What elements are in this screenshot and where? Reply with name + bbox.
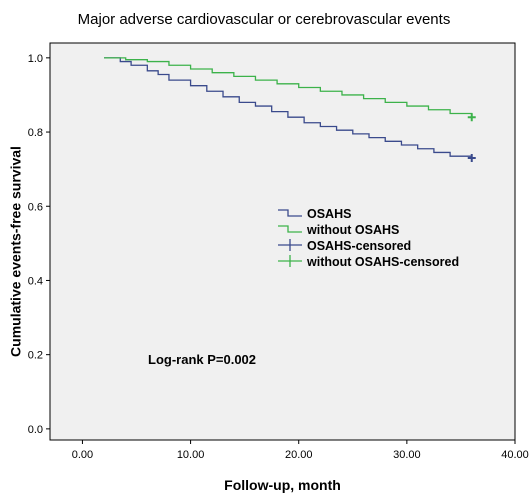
axis-ticks: 0.00 10.00 20.00 30.00 40.00 0.0 0.2 0.4 0.6 0.8 1… xyxy=(28,53,529,461)
censored-marker-without-osahs xyxy=(467,113,476,122)
censored-marker-osahs xyxy=(467,154,476,163)
x-tick-label: 0.00 xyxy=(72,449,93,461)
y-tick-label: 0.8 xyxy=(28,127,43,139)
legend-swatch xyxy=(278,255,302,267)
x-axis-label: Follow-up, month xyxy=(224,477,341,493)
x-tick-label: 40.00 xyxy=(501,449,529,461)
legend-entry-label: without OSAHS xyxy=(306,223,399,237)
legend-swatch xyxy=(278,239,302,251)
legend-entry-label: OSAHS-censored xyxy=(307,239,411,253)
x-tick-label: 10.00 xyxy=(177,449,205,461)
y-tick-label: 0.4 xyxy=(28,275,43,287)
y-axis-label: Cumulative events-free survival xyxy=(8,146,24,357)
legend-swatch xyxy=(278,225,302,233)
y-tick-label: 0.2 xyxy=(28,350,43,362)
legend-entry-label: without OSAHS-censored xyxy=(306,255,459,269)
y-tick-label: 1.0 xyxy=(28,53,43,65)
survival-curves xyxy=(104,57,476,163)
log-rank-annotation: Log-rank P=0.002 xyxy=(148,352,256,367)
x-tick-label: 30.00 xyxy=(393,449,421,461)
legend-swatch xyxy=(278,209,302,217)
plot-area xyxy=(49,42,516,441)
legend: OSAHS without OSAHS OSAHS-censored without … xyxy=(278,207,459,269)
series-line-osahs xyxy=(104,57,473,159)
y-tick-label: 0.6 xyxy=(28,201,43,213)
chart-title: Major adverse cardiovascular or cerebrov… xyxy=(78,11,451,28)
x-tick-label: 20.00 xyxy=(285,449,313,461)
legend-entry-label: OSAHS xyxy=(307,207,351,221)
series-line-without-osahs xyxy=(104,57,473,118)
y-tick-label: 0.0 xyxy=(28,424,43,436)
